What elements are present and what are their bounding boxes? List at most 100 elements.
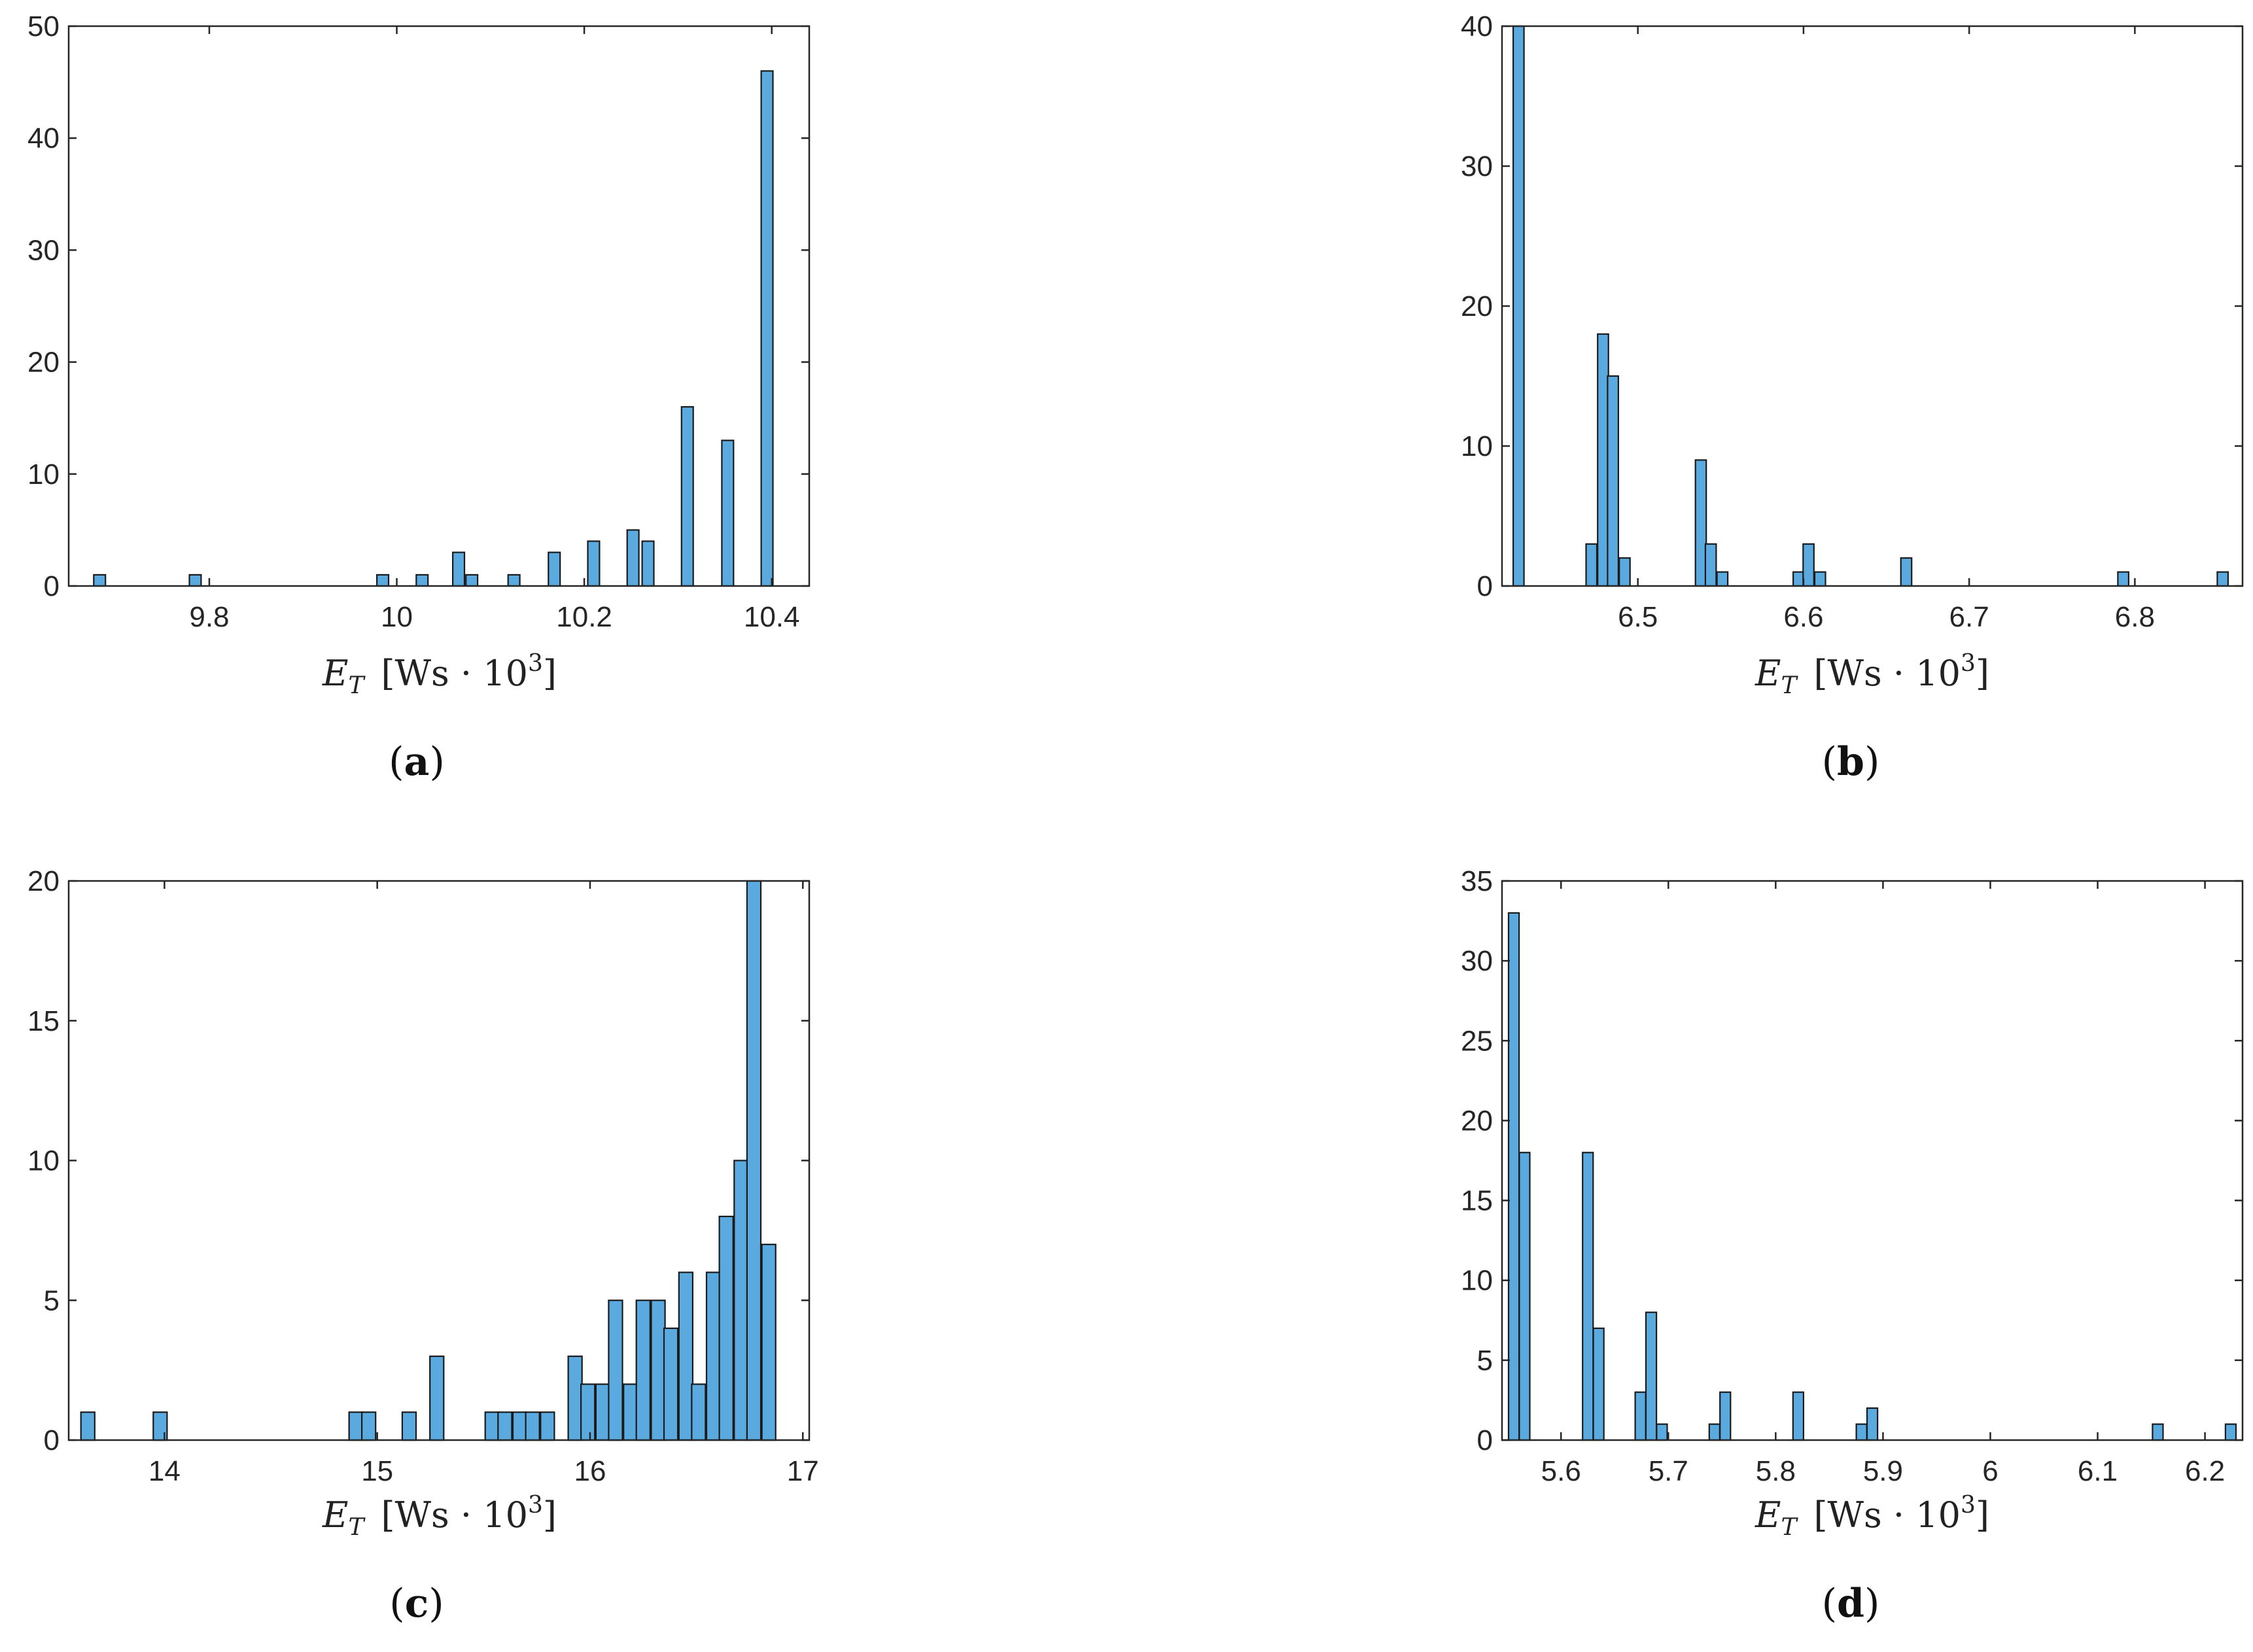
panel-b-bar-13	[2216, 571, 2229, 587]
panel-a-ytick-label: 0	[44, 570, 60, 602]
panel-b-plot: 0 10 20 30 40 6.5 6.6 6.7 6.8	[1461, 10, 2244, 633]
panel-d-label: (d)	[1822, 1581, 1880, 1626]
panel-a-xlabel: ET [Ws · 103]	[322, 650, 557, 699]
panel-b-bar-4	[1618, 557, 1631, 587]
panel-d-ytick-label: 10	[1461, 1265, 1493, 1297]
panel-c-bar-17	[650, 1299, 666, 1441]
panel-c-label: (c)	[389, 1581, 444, 1626]
panel-c-bar-11	[567, 1355, 583, 1441]
panel-a-ytick-label: 10	[27, 458, 60, 490]
panel-c-ytick-label: 15	[27, 1005, 60, 1037]
panel-a-bar-4	[451, 551, 466, 587]
panel-d-xtick-label: 5.9	[1863, 1455, 1903, 1487]
panel-d-plot: 0 5 10 15 20 25 30 35 5.6 5.7 5.8 5.9 6 6.1 6.2	[1461, 865, 2244, 1487]
panel-b-xtick-label: 6.5	[1618, 601, 1658, 633]
panel-c-xlabel: ET [Ws · 103]	[322, 1492, 557, 1541]
panel-b-bar-8	[1792, 571, 1805, 587]
panel-b-bar-9	[1802, 543, 1815, 587]
panel-d-xtick-label: 5.8	[1756, 1455, 1796, 1487]
panel-c-bar-2	[348, 1411, 364, 1441]
panel-c-bar-14	[608, 1299, 623, 1441]
panel-c-bar-18	[663, 1327, 679, 1441]
panel-d-ytick-label: 20	[1461, 1105, 1493, 1137]
panel-b-bar-2	[1597, 333, 1609, 587]
panel-d-xtick-label: 6.2	[2185, 1455, 2225, 1487]
panel-d-xtick-label: 6	[1982, 1455, 1998, 1487]
panel-d-xlabel: ET [Ws · 103]	[1755, 1492, 1989, 1541]
panel-d-bar-8	[1719, 1391, 1732, 1441]
panel-c-ytick-label: 10	[27, 1145, 60, 1177]
panel-d-bar-5	[1645, 1311, 1658, 1441]
panel-c-bar-0	[80, 1411, 96, 1441]
panel-c-bar-4	[401, 1411, 417, 1441]
panel-b-xtick-label: 6.7	[1949, 601, 1989, 633]
panel-c-bar-16	[635, 1299, 651, 1441]
panel-c-plot: 0 5 10 15 20 14 15 16 17	[27, 865, 819, 1487]
panel-d-ytick-label: 0	[1477, 1424, 1493, 1456]
panel-a-plot: 0 10 20 30 40 50 9.8 10 10.2 10.4	[27, 10, 811, 633]
panel-b-bar-11	[1900, 557, 1913, 587]
panel-b-bar-0	[1512, 25, 1525, 587]
panel-d-ytick-label: 30	[1461, 945, 1493, 977]
panel-c-bar-5	[429, 1355, 445, 1441]
panel-d-xtick-label: 5.6	[1541, 1455, 1581, 1487]
panel-b-ytick-label: 40	[1461, 10, 1493, 43]
panel-a-bar-13	[760, 70, 774, 587]
panel-b-bar-6	[1704, 543, 1717, 587]
panel-d-ytick-label: 5	[1477, 1345, 1493, 1377]
panel-c-bar-22	[718, 1215, 734, 1441]
panel-c-xtick-label: 16	[574, 1455, 606, 1487]
panel-c-ytick-label: 20	[27, 865, 60, 897]
panel-d: 0 5 10 15 20 25 30 35 5.6 5.7 5.8 5.9 6 6.1 6.2 ET [Ws …	[1461, 865, 2244, 1626]
panel-b-ytick-label: 10	[1461, 430, 1493, 462]
panel-a-bar-5	[465, 574, 479, 587]
panel-a-ytick-label: 40	[27, 122, 60, 154]
panel-a-label: (a)	[389, 739, 445, 785]
panel-d-bar-12	[2152, 1423, 2164, 1441]
panel-c-bar-21	[705, 1271, 722, 1441]
panel-c-bar-20	[691, 1383, 707, 1441]
panel-a-xtick-label: 10.4	[744, 601, 800, 633]
panel-a-bar-2	[376, 574, 390, 587]
panel-c-bar-8	[512, 1411, 528, 1441]
panel-d-bar-9	[1792, 1391, 1805, 1441]
panel-b-bar-12	[2117, 571, 2129, 587]
panel-d-bar-0	[1507, 912, 1520, 1441]
panel-d-bar-6	[1656, 1423, 1668, 1441]
panel-d-ytick-label: 15	[1461, 1185, 1493, 1217]
panel-c-xtick-label: 14	[148, 1455, 181, 1487]
panel-b-bar-10	[1813, 571, 1826, 587]
panel-c-xtick-label: 17	[787, 1455, 819, 1487]
panel-a-ytick-label: 30	[27, 234, 60, 266]
panel-b-ytick-label: 30	[1461, 150, 1493, 182]
panel-a-bar-1	[188, 574, 202, 587]
panel-b-ytick-label: 20	[1461, 290, 1493, 322]
panel-c-bar-9	[525, 1411, 540, 1441]
panel-c-bar-25	[761, 1243, 777, 1441]
panel-c-bar-13	[595, 1383, 611, 1441]
panel-c-ytick-label: 5	[44, 1284, 60, 1316]
panel-a-bar-10	[641, 540, 655, 587]
panel-b-bar-7	[1716, 571, 1729, 587]
panel-d-bar-3	[1592, 1327, 1605, 1441]
panel-a-bar-3	[415, 574, 429, 587]
panel-c-xtick-label: 15	[361, 1455, 393, 1487]
panel-c: 0 5 10 15 20 14 15 16 17 ET [Ws · 103] (c)	[27, 865, 819, 1626]
panel-c-bar-24	[746, 880, 762, 1441]
panel-a-bar-7	[548, 551, 561, 587]
panel-a-bar-9	[626, 529, 640, 587]
panel-d-bar-4	[1634, 1391, 1647, 1441]
panel-a-xtick-label: 10	[381, 601, 413, 633]
panel-a-xtick-label: 9.8	[189, 601, 229, 633]
panel-b: 0 10 20 30 40 6.5 6.6 6.7 6.8 ET [Ws · 103] (b)	[1461, 10, 2244, 785]
panel-b-label: (b)	[1822, 739, 1880, 785]
panel-b-bar-1	[1585, 543, 1598, 587]
panel-c-bar-12	[580, 1383, 596, 1441]
panel-d-xtick-label: 6.1	[2078, 1455, 2118, 1487]
panel-a-axes-box	[67, 25, 811, 587]
panel-b-xtick-label: 6.8	[2115, 601, 2155, 633]
panel-b-ytick-label: 0	[1477, 570, 1493, 602]
panel-a-bar-6	[507, 574, 521, 587]
panel-b-bar-5	[1694, 459, 1707, 587]
